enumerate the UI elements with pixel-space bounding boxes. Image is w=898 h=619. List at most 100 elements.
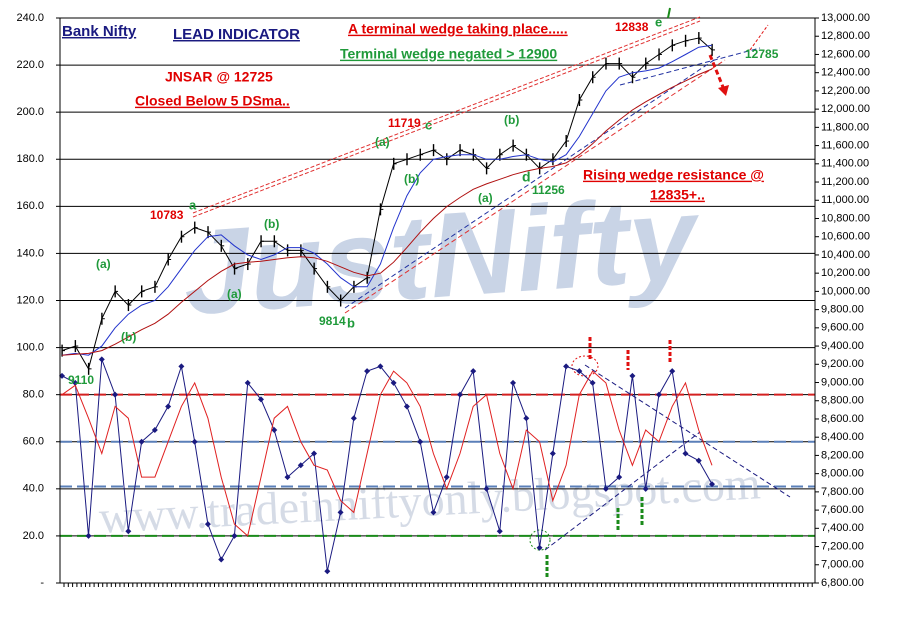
y2-tick-label: 7,600.00 — [821, 504, 864, 516]
y2-tick-label: 9,800.00 — [821, 304, 864, 316]
annotation: 11719 — [388, 116, 421, 130]
y2-tick-label: 11,400.00 — [821, 158, 869, 170]
annotation: (a) — [96, 257, 111, 271]
series-line — [61, 44, 713, 356]
indicator-point — [510, 379, 517, 386]
y-tick-label: 180.0 — [16, 153, 44, 165]
indicator-point — [284, 474, 291, 481]
annotation: e — [655, 14, 662, 29]
indicator-point — [165, 403, 172, 410]
wedge-line — [344, 55, 721, 309]
indicator-point — [337, 509, 344, 516]
y2-tick-label: 12,000.00 — [821, 103, 870, 115]
indicator-point — [204, 521, 211, 528]
annotation: 10783 — [150, 208, 184, 222]
y-tick-label: 80.0 — [23, 389, 44, 401]
annotation: Closed Below 5 DSma.. — [135, 93, 290, 109]
annotation: a — [189, 197, 197, 212]
annotation-layer: Bank Nifty LEAD INDICATOR A terminal wedge… — [62, 14, 779, 387]
y2-tick-label: 12,800.00 — [821, 30, 870, 42]
y2-tick-label: 12,200.00 — [821, 85, 870, 97]
annotation: LEAD INDICATOR — [173, 26, 300, 43]
y2-tick-label: 7,400.00 — [821, 522, 864, 534]
indicator-point — [377, 363, 384, 370]
arrow — [667, 7, 671, 19]
wedge-line — [619, 47, 761, 86]
indicator-point — [456, 391, 463, 398]
indicator-point — [112, 391, 119, 398]
y2-tick-label: 9,400.00 — [821, 340, 864, 352]
annotation: (a) — [375, 135, 390, 149]
y-tick-label: 120.0 — [16, 294, 44, 306]
arrow — [749, 24, 769, 51]
series-line — [61, 37, 713, 371]
indicator-point — [125, 528, 132, 535]
trend-line — [584, 364, 791, 498]
y2-tick-label: 11,800.00 — [821, 121, 869, 133]
annotation: 9814 — [319, 314, 346, 328]
marks-layer — [59, 7, 791, 578]
annotation: JNSAR @ 12725 — [165, 69, 273, 85]
annotation: 12835+.. — [650, 187, 705, 203]
y2-tick-label: 6,800.00 — [821, 577, 864, 589]
arrow — [708, 54, 727, 93]
y2-tick-label: 13,000.00 — [821, 12, 870, 24]
y2-tick-label: 9,600.00 — [821, 322, 864, 334]
indicator-point — [589, 379, 596, 386]
indicator-point — [536, 544, 543, 551]
annotation: (b) — [121, 330, 136, 344]
annotation: 9110 — [68, 373, 94, 387]
annotation: Rising wedge resistance @ — [583, 167, 764, 183]
wedge-line — [192, 16, 701, 214]
indicator-point — [602, 485, 609, 492]
y2-tick-label: 11,000.00 — [821, 194, 869, 206]
indicator-point — [98, 356, 105, 363]
indicator-point — [364, 368, 371, 375]
y2-tick-label: 7,800.00 — [821, 486, 864, 498]
indicator-point — [563, 363, 570, 370]
y2-tick-label: 10,800.00 — [821, 212, 870, 224]
y-tick-label: 100.0 — [16, 341, 44, 353]
y-tick-label: 140.0 — [16, 247, 44, 259]
indicator-point — [642, 485, 649, 492]
indicator-point — [417, 438, 424, 445]
indicator-point — [443, 474, 450, 481]
y2-tick-label: 9,200.00 — [821, 358, 864, 370]
y2-tick-label: 12,400.00 — [821, 67, 870, 79]
indicator-point — [271, 426, 278, 433]
indicator-point — [523, 415, 530, 422]
y2-tick-label: 8,000.00 — [821, 468, 864, 480]
indicator-point — [350, 415, 357, 422]
annotation: c — [425, 117, 432, 132]
y2-tick-label: 8,200.00 — [821, 449, 864, 461]
indicator-point — [257, 396, 264, 403]
indicator-point — [178, 363, 185, 370]
y2-tick-label: 11,600.00 — [821, 139, 869, 151]
indicator-point — [669, 368, 676, 375]
y2-tick-label: 10,000.00 — [821, 285, 870, 297]
y-tick-label: - — [40, 577, 44, 589]
indicator-point — [324, 568, 331, 575]
circle-marker — [529, 529, 551, 551]
indicator-point — [403, 403, 410, 410]
annotation: 11256 — [532, 183, 565, 197]
y-tick-label: 40.0 — [23, 483, 44, 495]
indicator-point — [655, 391, 662, 398]
wedge-line — [344, 59, 726, 314]
y2-tick-label: 7,000.00 — [821, 559, 864, 571]
y2-tick-label: 12,600.00 — [821, 48, 870, 60]
annotation: Terminal wedge negated > 12900 — [340, 46, 557, 62]
y2-tick-label: 8,600.00 — [821, 413, 864, 425]
annotation: Bank Nifty — [62, 23, 137, 40]
wedge-line — [192, 20, 701, 218]
annotation: (b) — [504, 113, 519, 127]
annotation: b — [347, 315, 355, 330]
indicator-point — [549, 450, 556, 457]
annotation: A terminal wedge taking place..... — [348, 21, 568, 37]
annotation: (b) — [264, 217, 279, 231]
indicator-point — [709, 481, 715, 488]
indicator-point — [496, 528, 503, 535]
indicator-point — [483, 485, 490, 492]
